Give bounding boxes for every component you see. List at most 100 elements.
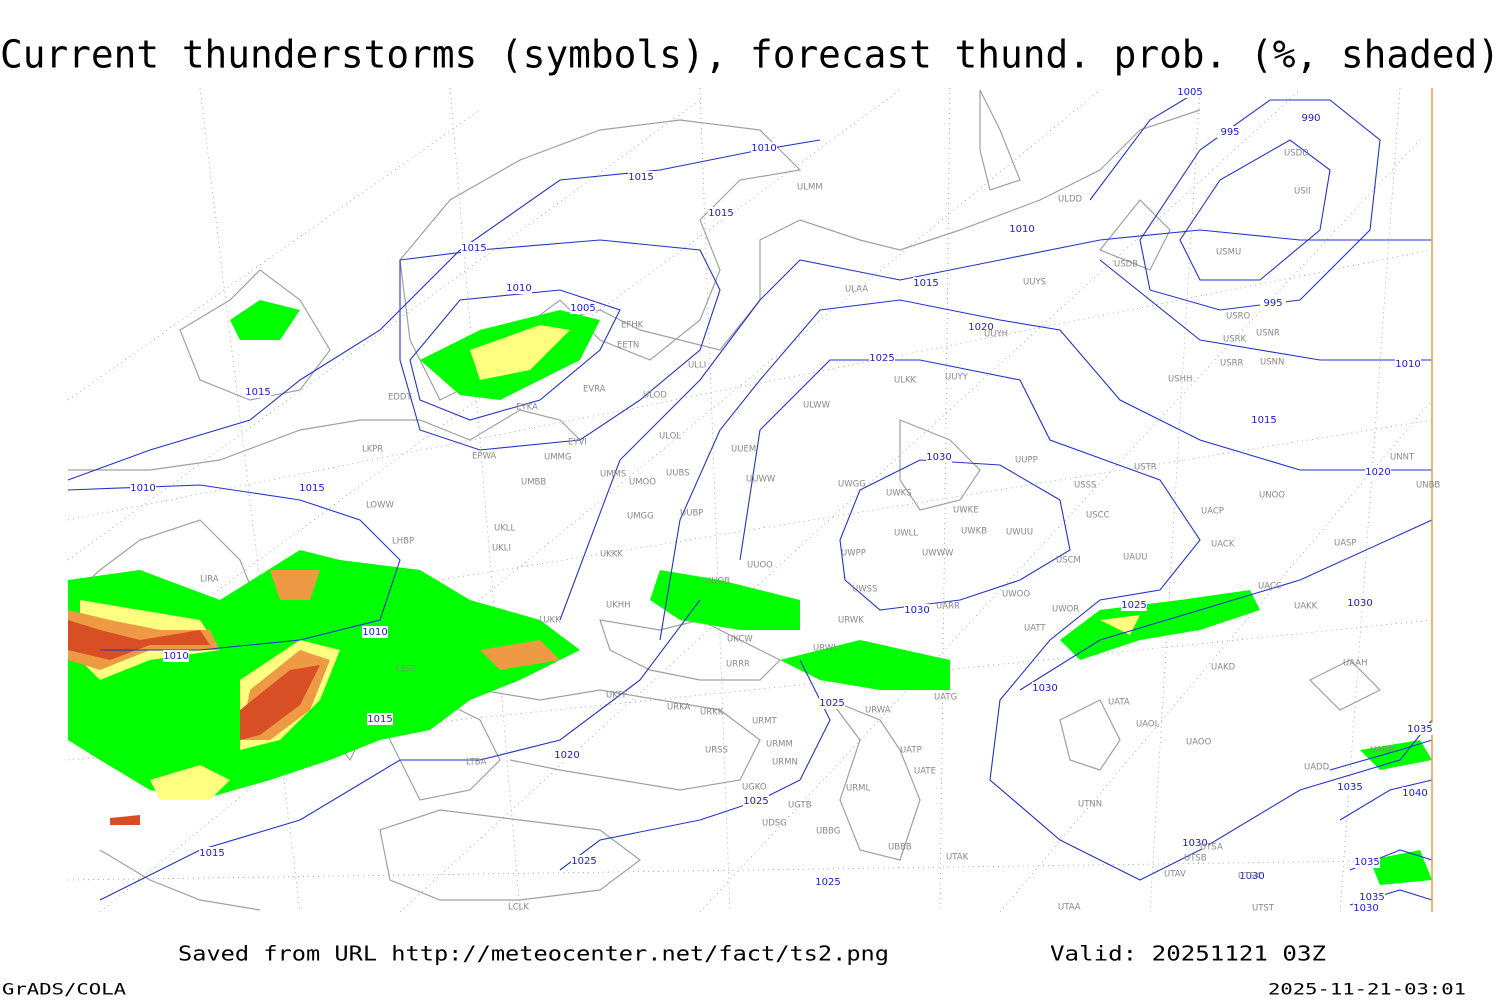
station-label: UMMS: [600, 470, 626, 480]
station-label: UUEM: [731, 445, 756, 455]
isobar-label: 1030: [1347, 598, 1372, 609]
isobar-label: 1025: [819, 698, 844, 709]
isobar-label: 1020: [968, 322, 993, 333]
station-label: UMMG: [544, 453, 571, 463]
station-label: UARM: [1370, 746, 1395, 756]
isobar-label-bg: [1337, 781, 1363, 793]
station-label: UWKE: [953, 506, 979, 516]
isobar: [659, 299, 1432, 641]
isobar-label: 1030: [1353, 903, 1378, 914]
map-frame: [68, 88, 1432, 912]
station-label: UAOO: [1186, 738, 1212, 748]
isobar-label: 995: [1220, 127, 1239, 138]
station-label: UACC: [1258, 582, 1282, 592]
station-label: USII: [1294, 187, 1311, 197]
station-label: LCLK: [508, 903, 529, 913]
station-label: UUOB: [705, 577, 730, 587]
timestamp: 2025-11-21-03:01: [1268, 980, 1466, 999]
station-label: UUYY: [945, 373, 969, 383]
isobar-label: 1030: [1182, 838, 1207, 849]
station-label: UUOO: [747, 561, 773, 571]
isobar-label: 1025: [571, 856, 596, 867]
coastline: [899, 199, 1171, 511]
isobar-label-bg: [299, 482, 325, 494]
station-label: ULAA: [845, 285, 868, 295]
station-label: UASP: [1334, 539, 1357, 549]
isobar-label-bg: [1009, 223, 1035, 235]
station-label: UUYH: [984, 330, 1008, 340]
coastline: [479, 689, 761, 791]
isobar: [1139, 99, 1381, 311]
isobar-label-bg: [904, 604, 930, 616]
coastline: [1059, 659, 1382, 771]
station-label: UAOL: [1136, 720, 1160, 730]
isobar-label-bg: [571, 855, 597, 867]
station-label: UKFF: [606, 691, 628, 701]
isobar-label: 1015: [461, 243, 486, 254]
isobar-label: 1025: [869, 353, 894, 364]
station-label: UUYS: [1023, 278, 1046, 288]
station-label: UTST: [1252, 904, 1275, 914]
station-label: EETN: [617, 341, 639, 351]
station-label: USCC: [1086, 511, 1110, 521]
station-label: LOWW: [366, 501, 395, 511]
isobar-label-bg: [751, 142, 777, 154]
station-label: UACK: [1211, 540, 1235, 550]
isobar-label-bg: [1354, 856, 1380, 868]
isobar-label-bg: [815, 876, 841, 888]
isobar-label: 1035: [1407, 724, 1432, 735]
coastline: [828, 698, 921, 861]
station-label: UATG: [934, 693, 957, 703]
station-label: UWOR: [1052, 605, 1079, 615]
isobar-label-bg: [506, 282, 532, 294]
isobar-label-bg: [1260, 297, 1286, 309]
station-label: USRO: [1226, 312, 1251, 322]
station-label: URWA: [865, 706, 891, 716]
isobar: [1179, 139, 1331, 281]
station-label: UTAK: [946, 853, 969, 863]
isobar-label-bg: [1251, 414, 1277, 426]
station-label: UACP: [1201, 507, 1224, 517]
station-label: USNN: [1260, 358, 1284, 368]
isobar-label: 1015: [1251, 415, 1276, 426]
station-label: UAAH: [1343, 659, 1367, 669]
isobar-label-bg: [1217, 126, 1243, 138]
station-label: UMBB: [521, 478, 546, 488]
station-label: UATT: [1024, 624, 1046, 634]
isobar-label: 1040: [1402, 788, 1427, 799]
isobar-label-bg: [554, 749, 580, 761]
station-label: UNOO: [1259, 491, 1285, 501]
isobar-label-bg: [163, 650, 189, 662]
station-label: UTAA: [1058, 903, 1081, 913]
isobar-label: 1025: [815, 877, 840, 888]
station-label: URKK: [700, 708, 724, 718]
isobar-label: 1030: [1032, 683, 1057, 694]
isobar-label-bg: [1177, 86, 1203, 98]
isobar-label: 1035: [1337, 782, 1362, 793]
isobar-label: 1010: [130, 483, 155, 494]
station-label: ULOD: [643, 391, 667, 401]
coastline: [979, 89, 1021, 191]
isobar: [839, 459, 1071, 611]
station-label: ULWW: [803, 401, 831, 411]
isobar-label: 1010: [506, 283, 531, 294]
isobar-label-bg: [708, 207, 734, 219]
station-label: UDSG: [762, 819, 787, 829]
isobar-label-bg: [628, 171, 654, 183]
isobar-label: 1030: [926, 452, 951, 463]
station-label: UKHH: [606, 601, 631, 611]
station-label: USRR: [1220, 359, 1244, 369]
station-label: USSS: [1074, 481, 1096, 491]
isobar-label-bg: [1182, 837, 1208, 849]
station-label: ULLI: [688, 361, 706, 371]
isobar-label-bg: [1365, 466, 1391, 478]
isobar-label-bg: [570, 302, 596, 314]
station-label: UMOO: [629, 478, 656, 488]
isobar-label-bg: [1359, 891, 1385, 903]
station-label: UWKB: [961, 527, 987, 537]
isobar: [409, 289, 621, 421]
station-label: LHBP: [392, 537, 414, 547]
station-label: EPWA: [472, 452, 496, 462]
isobar-label: 1030: [904, 605, 929, 616]
station-label: USCM: [1056, 556, 1081, 566]
